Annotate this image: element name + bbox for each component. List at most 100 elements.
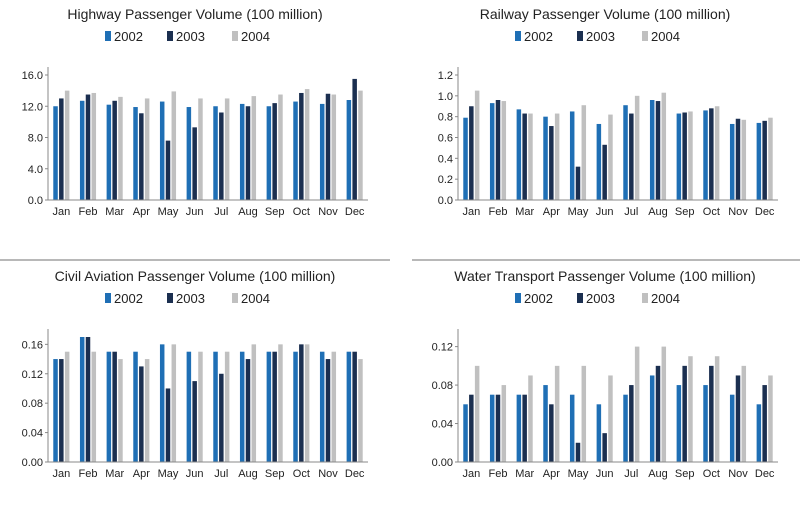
bar-2003-Jul: [219, 373, 224, 462]
chart-svg: Water Transport Passenger Volume (100 mi…: [432, 268, 778, 480]
x-tick-label: Jan: [52, 468, 70, 480]
bar-2004-Mar: [118, 96, 123, 200]
bar-2002-Nov: [729, 123, 735, 200]
bar-2003-Apr: [139, 366, 144, 462]
bar-2004-Sep: [278, 344, 283, 462]
legend-label: 2002: [524, 29, 553, 44]
x-tick-label: Aug: [648, 468, 668, 480]
legend-label: 2004: [241, 29, 270, 44]
bar-2002-Mar: [106, 351, 112, 462]
bar-2003-Jan: [469, 394, 474, 462]
legend-label: 2003: [586, 291, 615, 306]
bar-2004-Feb: [501, 385, 507, 462]
bar-2004-Oct: [714, 356, 720, 462]
x-tick-label: Aug: [648, 206, 668, 218]
bar-2002-Sep: [266, 106, 272, 200]
x-tick-label: Apr: [133, 206, 150, 218]
bar-2002-Oct: [703, 385, 708, 462]
bar-2004-Feb: [91, 351, 97, 462]
y-tick-label: 1.2: [438, 70, 453, 82]
bar-2003-Mar: [112, 351, 117, 462]
bar-2004-Nov: [741, 119, 747, 200]
y-tick-label: 0.12: [432, 342, 453, 354]
y-tick-label: 0.6: [438, 133, 453, 145]
x-tick-label: Dec: [345, 206, 365, 218]
x-tick-label: Feb: [489, 206, 508, 218]
bar-2004-Jan: [64, 351, 70, 462]
legend-swatch: [642, 293, 648, 303]
x-tick-label: Jun: [186, 468, 204, 480]
bar-2002-Jan: [53, 106, 58, 200]
bar-2003-Oct: [709, 108, 714, 200]
x-tick-label: Jul: [214, 468, 228, 480]
x-tick-label: Mar: [515, 206, 534, 218]
y-tick-label: 0.04: [22, 428, 43, 440]
divider-left: [0, 259, 390, 261]
x-tick-label: Oct: [703, 206, 720, 218]
bar-2002-Feb: [79, 337, 85, 462]
bar-2002-Nov: [319, 103, 325, 200]
chart-svg: Railway Passenger Volume (100 million) 20…: [438, 6, 778, 218]
x-tick-label: Nov: [728, 206, 748, 218]
divider-right: [412, 259, 800, 261]
x-tick-label: Aug: [238, 468, 258, 480]
bar-2003-Dec: [762, 120, 767, 200]
bar-2002-Jul: [213, 106, 218, 200]
y-tick-label: 0.08: [22, 398, 43, 410]
bar-2003-Sep: [682, 112, 687, 200]
bar-2002-Aug: [239, 351, 245, 462]
bar-2004-May: [171, 344, 177, 462]
bar-2004-Apr: [144, 359, 150, 462]
legend-swatch: [515, 293, 521, 303]
bar-2004-Feb: [91, 92, 97, 200]
bar-2003-May: [165, 388, 171, 462]
bar-2003-Jun: [602, 433, 607, 462]
bar-2004-Jun: [198, 98, 203, 200]
bar-2002-Mar: [106, 104, 112, 200]
legend-swatch: [232, 293, 238, 303]
x-tick-label: Mar: [105, 206, 124, 218]
bar-2004-Jun: [198, 351, 203, 462]
chart-panel-railway: Railway Passenger Volume (100 million) 20…: [410, 0, 800, 250]
bar-2004-Dec: [768, 375, 773, 462]
y-tick-label: 0.08: [432, 380, 453, 392]
bar-2004-Mar: [118, 359, 123, 462]
legend-label: 2002: [114, 291, 143, 306]
bar-2004-Sep: [278, 94, 283, 200]
bar-2004-Jun: [608, 114, 613, 200]
x-tick-label: May: [158, 468, 179, 480]
x-tick-label: Feb: [79, 206, 98, 218]
legend-swatch: [105, 31, 111, 41]
x-tick-label: Mar: [515, 468, 534, 480]
bar-2004-Dec: [768, 117, 773, 200]
y-tick-label: 0.12: [22, 369, 43, 381]
bar-2002-Sep: [676, 113, 682, 200]
bar-2002-Jul: [623, 105, 628, 200]
bar-2004-Nov: [331, 351, 337, 462]
bar-2004-Apr: [554, 113, 560, 200]
legend-swatch: [232, 31, 238, 41]
legend-label: 2004: [651, 291, 680, 306]
x-tick-label: Dec: [755, 468, 775, 480]
bar-2004-Aug: [251, 344, 257, 462]
x-tick-label: Nov: [318, 468, 338, 480]
bar-2002-Jun: [596, 123, 602, 200]
bar-2003-Oct: [299, 92, 304, 200]
bar-2002-Sep: [676, 385, 682, 462]
bar-2002-Jan: [463, 404, 468, 462]
bar-2004-Nov: [741, 365, 747, 462]
x-tick-label: Oct: [293, 468, 310, 480]
bar-2003-Mar: [522, 113, 527, 200]
bar-2003-Feb: [495, 100, 501, 200]
bar-2002-May: [569, 111, 575, 200]
bar-2004-May: [581, 105, 587, 200]
bar-2002-Dec: [346, 351, 352, 462]
y-tick-label: 4.0: [28, 164, 43, 176]
bar-2004-Sep: [688, 356, 693, 462]
x-tick-label: Oct: [703, 468, 720, 480]
chart-panel-water-transport: Water Transport Passenger Volume (100 mi…: [410, 262, 800, 512]
x-tick-label: Dec: [755, 206, 775, 218]
y-tick-label: 0.00: [22, 457, 43, 469]
bar-2003-Jun: [192, 381, 197, 462]
bar-2002-Aug: [649, 100, 655, 200]
